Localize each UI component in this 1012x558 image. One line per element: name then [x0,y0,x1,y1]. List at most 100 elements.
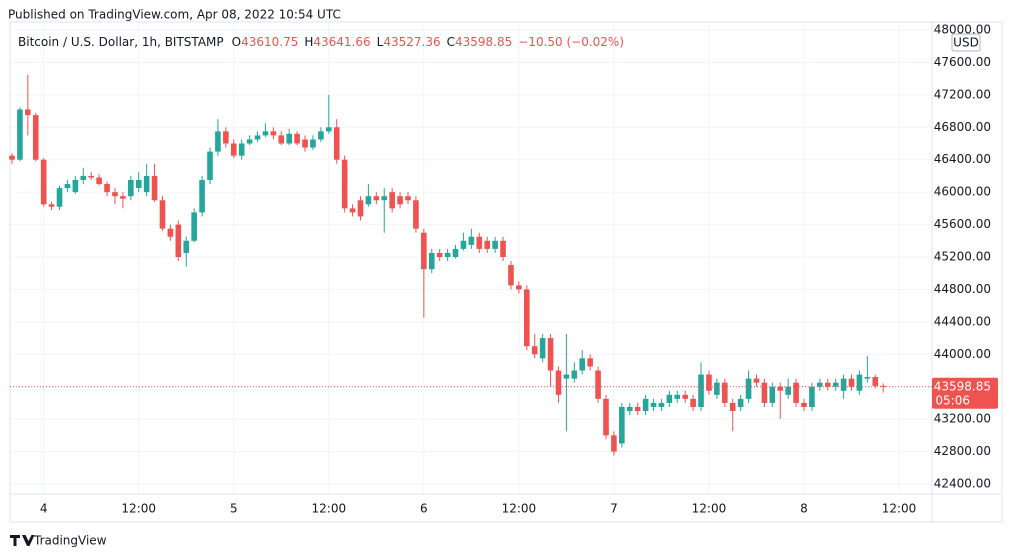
candle-body [286,133,292,144]
candle-body [167,228,174,237]
y-tick-label: 44000.00 [934,347,991,361]
candle-body [223,131,229,144]
candle-body [563,374,570,379]
candle-body [769,386,776,403]
candle-body [587,358,593,367]
candle-body [9,155,15,160]
candle-body [603,398,609,436]
candle-body [809,386,815,407]
x-tick-label: 4 [40,502,48,516]
candle-body [246,139,253,144]
candle-body [333,127,340,160]
candle-body [310,139,316,148]
candle-body [817,382,823,387]
last-price-label: 43598.85 [934,379,991,393]
candle-body [302,139,308,148]
candle-body [516,285,522,290]
candle-body [674,394,681,399]
candle-body [634,406,641,412]
y-tick-label: 44400.00 [934,314,991,328]
grid [10,22,932,494]
candle-body [32,115,39,160]
axes: 48000.00 47600.00 47200.00 46800.00 46400.00… [40,23,998,516]
x-tick-label: 12:00 [312,502,347,516]
x-tick-label: 7 [610,502,618,516]
candle-body [484,240,490,249]
candle-body [611,435,617,452]
candle-body [428,252,435,270]
candle-body [381,196,388,201]
candle-body [761,382,768,403]
brand-name: TradingView [33,534,107,548]
candle-body [120,196,126,199]
candle-body [207,151,213,180]
currency-box [951,33,981,52]
logo-mark [10,535,35,546]
candle-body [48,204,55,207]
y-tick-label: 45600.00 [934,217,991,231]
ohlc-value: 43610.75 [241,35,298,49]
y-tick-label: 45200.00 [934,250,991,264]
candle-body [508,265,514,286]
candle-body [832,382,839,387]
candle-body [864,376,871,379]
candle-body [215,131,221,152]
x-tick-label: 12:00 [502,502,537,516]
published-note: Published on TradingView.com, Apr 08, 20… [8,8,341,22]
candle-body [650,402,657,407]
candle-body [238,143,245,156]
candle-body [318,131,324,140]
candle-body [840,378,847,391]
candle-body [785,386,791,395]
candle-body [389,192,395,209]
candle-body [128,179,134,197]
brand-logo: TradingView [10,534,107,548]
currency: USD [953,36,979,50]
candle-body [658,402,665,407]
candle-body [191,212,197,241]
candle-body [848,378,855,387]
ohlc-letter: L [377,35,384,49]
candle-body [595,370,601,399]
candle-body [262,131,269,136]
y-tick-label: 42800.00 [934,444,991,458]
candle-body [294,133,300,144]
candle-body [872,376,879,386]
y-tick-label: 47600.00 [934,55,991,69]
candle-body [722,382,728,403]
candle-body [642,398,649,412]
x-tick-label: 6 [420,502,428,516]
y-tick-label: 47200.00 [934,87,991,101]
candle-body [626,406,633,412]
candle-body [492,240,498,249]
candle-body [405,196,411,201]
candle-body [278,135,285,144]
candle-body [72,179,79,193]
candle-body [17,109,23,160]
candle-body [753,378,760,383]
candle-body [230,143,237,156]
candle-body [801,402,807,407]
candle-body [452,248,459,257]
candle-body [856,374,863,391]
ohlc-letter: O [232,35,241,49]
candle-body [80,175,87,180]
candle-body [698,374,704,407]
candle-body [112,192,118,197]
candle-body [777,386,784,391]
x-tick-label: 12:00 [882,502,917,516]
candle-body [397,196,403,205]
candle-body [539,338,546,359]
candle-body [706,374,712,391]
candle-body [421,232,427,270]
x-tick-label: 12:00 [692,502,727,516]
candle-body [88,175,94,178]
candle-body [199,179,205,213]
candle-body [619,406,625,444]
change: −10.50 (−0.02%) [518,35,624,49]
y-tick-label: 46800.00 [934,120,991,134]
ohlc-letter: H [304,35,313,49]
last-price-box [932,377,998,409]
ohlc-letter: C [447,35,455,49]
candle-body [135,179,142,189]
